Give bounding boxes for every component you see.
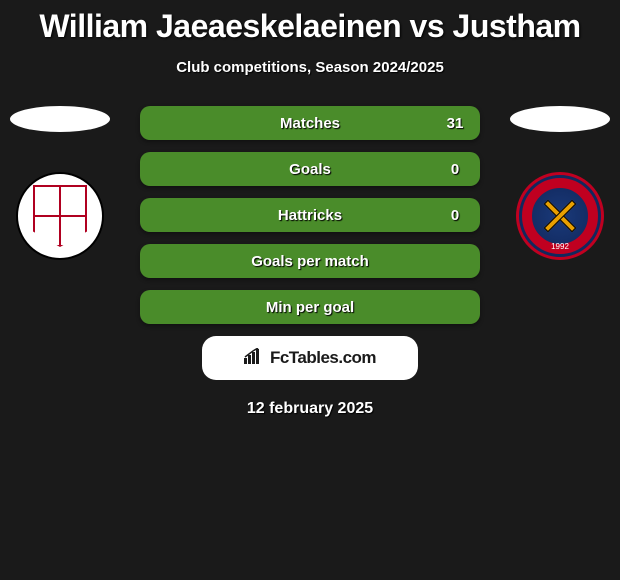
stat-label: Min per goal [190, 299, 430, 316]
branding-badge: FcTables.com [202, 336, 418, 380]
player-right-panel: 1992 [500, 106, 620, 260]
stat-right-value: 0 [430, 161, 480, 178]
stat-label: Matches [190, 115, 430, 132]
stat-row: Goals 0 [140, 152, 480, 186]
player-right-photo-placeholder [510, 106, 610, 132]
page-title: William Jaeaeskelaeinen vs Justham [0, 0, 620, 45]
subtitle: Club competitions, Season 2024/2025 [0, 59, 620, 76]
badge-year: 1992 [551, 242, 569, 251]
stat-row: Min per goal [140, 290, 480, 324]
stat-label: Goals [190, 161, 430, 178]
shield-icon [33, 185, 87, 247]
club-badge-left [16, 172, 104, 260]
stat-right-value: 31 [430, 115, 480, 132]
stat-row: Hattricks 0 [140, 198, 480, 232]
comparison-content: 1992 Matches 31 Goals 0 Hattricks 0 Goal… [0, 106, 620, 418]
bar-chart-icon [244, 348, 264, 369]
stat-label: Goals per match [190, 253, 430, 270]
player-left-panel [0, 106, 120, 260]
branding-text: FcTables.com [270, 348, 376, 368]
stat-row: Goals per match [140, 244, 480, 278]
date-label: 12 february 2025 [0, 400, 620, 418]
stat-label: Hattricks [190, 207, 430, 224]
club-badge-right: 1992 [516, 172, 604, 260]
stat-row: Matches 31 [140, 106, 480, 140]
player-left-photo-placeholder [10, 106, 110, 132]
stats-table: Matches 31 Goals 0 Hattricks 0 Goals per… [140, 106, 480, 324]
stat-right-value: 0 [430, 207, 480, 224]
